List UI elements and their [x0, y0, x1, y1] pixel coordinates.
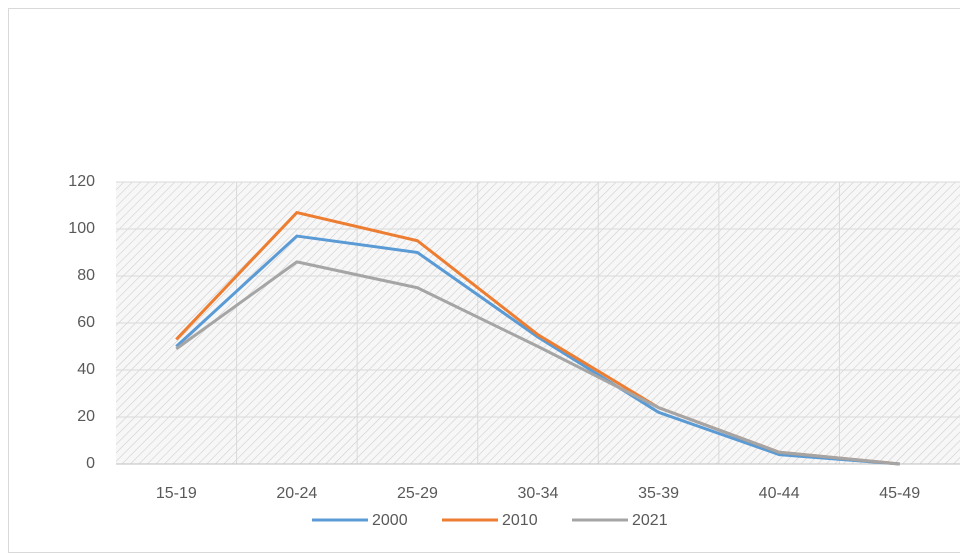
y-tick-label: 80 [77, 267, 95, 284]
x-tick-label: 20-24 [276, 485, 317, 502]
x-tick-label: 25-29 [397, 485, 438, 502]
x-tick-label: 35-39 [638, 485, 679, 502]
x-tick-label: 30-34 [518, 485, 559, 502]
y-tick-label: 0 [86, 455, 95, 472]
y-tick-label: 100 [68, 220, 95, 237]
series-line [175, 260, 900, 466]
y-tick-label: 120 [68, 173, 95, 190]
legend-label: 2000 [372, 512, 408, 529]
y-tick-label: 60 [77, 314, 95, 331]
series-line [175, 234, 900, 466]
legend-label: 2010 [502, 512, 538, 529]
y-tick-label: 20 [77, 408, 95, 425]
legend-label: 2021 [632, 512, 668, 529]
y-tick-label: 40 [77, 361, 95, 378]
x-tick-label: 15-19 [156, 485, 197, 502]
x-tick-label: 45-49 [879, 485, 920, 502]
x-tick-label: 40-44 [759, 485, 800, 502]
